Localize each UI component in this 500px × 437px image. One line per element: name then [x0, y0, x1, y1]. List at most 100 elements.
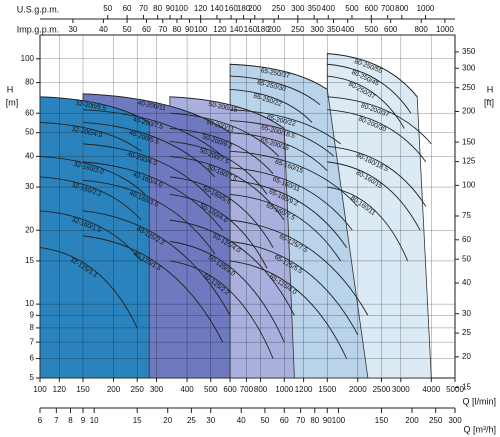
x-tick-label: 500 — [204, 385, 218, 394]
x2-tick-label: 7 — [54, 416, 59, 425]
pump-curve — [82, 161, 224, 231]
x3-tick-label: 120 — [194, 4, 208, 13]
x4-tick-label: 100 — [194, 25, 208, 34]
pump-curve — [169, 176, 274, 248]
x-tick-label: 250 — [131, 385, 145, 394]
pump-curve — [230, 150, 359, 207]
pump-curve — [230, 88, 313, 123]
x3-tick-label: 300 — [291, 4, 305, 13]
x-tick-label: 1000 — [275, 385, 293, 394]
x3-tick-label: 700 — [381, 4, 395, 13]
pump-curve — [39, 247, 138, 329]
x3-tick-label: 200 — [248, 4, 262, 13]
x4-tick-label: 40 — [99, 25, 108, 34]
y2-tick-label: 125 — [462, 157, 476, 166]
y-tick-label: 30 — [25, 182, 34, 191]
y2-tick-label: 200 — [462, 107, 476, 116]
pump-curve — [169, 241, 285, 343]
y-unit: [m] — [6, 97, 19, 107]
x2-tick-label: 80 — [310, 416, 319, 425]
x2-tick-label: 20 — [163, 416, 172, 425]
pump-curve — [82, 179, 216, 255]
x4-tick-label: 400 — [341, 25, 355, 34]
pump-curve — [82, 122, 216, 178]
y-tick-label: 80 — [25, 78, 34, 87]
x2-tick-label: 40 — [237, 416, 246, 425]
x2-tick-label: 10 — [90, 416, 99, 425]
x4-tick-label: 90 — [185, 25, 194, 34]
pump-curve — [82, 210, 231, 316]
pump-curve — [327, 96, 432, 145]
x2-tick-label: 50 — [260, 416, 269, 425]
y2-tick-label: 60 — [462, 235, 471, 244]
y-tick-label: 100 — [21, 54, 35, 63]
x3-tick-label: 800 — [395, 4, 409, 13]
x3-tick-label: 500 — [345, 4, 359, 13]
x2-tick-label: 8 — [68, 416, 73, 425]
x-tick-label: 4000 — [422, 385, 440, 394]
y-tick-label: 15 — [25, 256, 34, 265]
x-tick-label: 100 — [33, 385, 47, 394]
x-tick-label: 2000 — [349, 385, 367, 394]
pump-curve — [169, 193, 268, 269]
pump-curve — [230, 219, 369, 316]
x3-tick-label: 60 — [123, 4, 132, 13]
x4-tick-label: 50 — [123, 25, 132, 34]
x-tick-label: 5000 — [446, 385, 464, 394]
y2-tick-label: 40 — [462, 278, 471, 287]
x3-tick-label: 1000 — [417, 4, 435, 13]
y-tick-label: 7 — [30, 337, 35, 346]
pump-curve — [39, 155, 146, 195]
x4-tick-label: 1000 — [436, 25, 454, 34]
y-tick-label: 8 — [30, 323, 35, 332]
y2-tick-label: 25 — [462, 328, 471, 337]
pump-curve — [169, 260, 274, 359]
y2-tick-label: 75 — [462, 211, 471, 220]
x-label: Q [l/min] — [462, 396, 496, 406]
y2-tick-label: 15 — [462, 383, 471, 392]
pump-curve — [82, 109, 224, 157]
x-tick-label: 200 — [107, 385, 121, 394]
x2-tick-label: 30 — [206, 416, 215, 425]
pump-curve — [230, 241, 359, 336]
x2-tick-label: 100 — [332, 416, 346, 425]
pump-curve — [230, 120, 335, 157]
x-tick-label: 120 — [53, 385, 67, 394]
x3-tick-label: 70 — [139, 4, 148, 13]
x2-tick-label: 60 — [280, 416, 289, 425]
x2-tick-label: 6 — [38, 416, 43, 425]
pump-curve — [230, 63, 328, 90]
x4-tick-label: 70 — [158, 25, 167, 34]
x3-tick-label: 100 — [175, 4, 189, 13]
x3-tick-label: 180 — [237, 4, 251, 13]
x2-tick-label: 90 — [323, 416, 332, 425]
x4-tick-label: 30 — [68, 25, 77, 34]
x3-tick-label: 50 — [103, 4, 112, 13]
x4-tick-label: 120 — [213, 25, 227, 34]
x4-tick-label: 800 — [415, 25, 429, 34]
pump-curve — [169, 128, 274, 175]
y2-tick-label: 350 — [462, 47, 476, 56]
x3-tick-label: 350 — [307, 4, 321, 13]
x3-tick-label: 250 — [272, 4, 286, 13]
pump-curve — [82, 143, 212, 199]
x-tick-label: 1500 — [318, 385, 336, 394]
x-tick-label: 3000 — [392, 385, 410, 394]
x4-tick-label: 140 — [230, 25, 244, 34]
x4-tick-label: 60 — [142, 25, 151, 34]
y-tick-label: 40 — [25, 152, 34, 161]
pump-curve — [230, 167, 353, 231]
x2-tick-label: 200 — [405, 416, 419, 425]
x2-tick-label: 250 — [429, 416, 443, 425]
x4-tick-label: 300 — [310, 25, 324, 34]
pump-curve — [82, 93, 231, 134]
x2-tick-label: 300 — [448, 416, 462, 425]
pump-curve — [230, 193, 341, 262]
x4-tick-label: 200 — [267, 25, 281, 34]
pump-curve — [39, 210, 142, 262]
x2-tick-label: 25 — [187, 416, 196, 425]
x3-tick-label: 400 — [322, 4, 336, 13]
pump-curve — [327, 63, 412, 114]
y-tick-label: 50 — [25, 128, 34, 137]
imp-gpm-label: Imp.g.p.m. — [17, 24, 60, 34]
